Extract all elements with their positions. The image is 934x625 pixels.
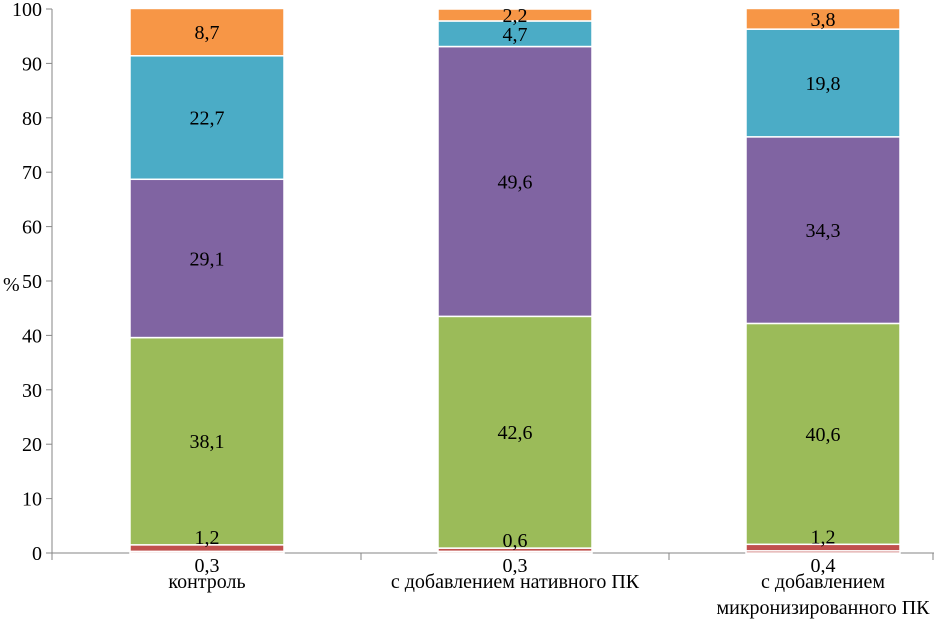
bar-segment bbox=[129, 7, 285, 57]
data-label: 29,1 bbox=[190, 248, 225, 270]
data-label: 40,6 bbox=[806, 424, 841, 446]
data-label: 0,6 bbox=[503, 530, 528, 552]
bar-segment bbox=[129, 178, 285, 339]
data-label: 38,1 bbox=[190, 431, 225, 453]
x-category-label: с добавлением bbox=[761, 571, 885, 593]
bar-segment bbox=[745, 7, 901, 30]
data-label: 0,3 bbox=[503, 555, 528, 577]
bar-segment bbox=[745, 322, 901, 546]
data-label: 0,3 bbox=[195, 555, 220, 577]
y-tick-label: 100 bbox=[12, 0, 42, 21]
data-label: 34,3 bbox=[806, 220, 841, 242]
bar-segment bbox=[129, 336, 285, 546]
data-label: 3,8 bbox=[811, 9, 836, 31]
data-label: 4,7 bbox=[503, 24, 528, 46]
bar-segment bbox=[745, 28, 901, 138]
data-label: 1,2 bbox=[811, 526, 836, 548]
data-label: 42,6 bbox=[498, 422, 533, 444]
data-label: 22,7 bbox=[190, 108, 225, 130]
bar-segment bbox=[437, 8, 593, 22]
data-label: 1,2 bbox=[195, 527, 220, 549]
x-category-label: с добавлением нативного ПК bbox=[391, 571, 640, 593]
x-category-label: контроль bbox=[168, 571, 245, 593]
data-label: 8,7 bbox=[195, 22, 220, 44]
y-tick-label: 70 bbox=[22, 162, 42, 184]
x-category-label: микронизированного ПК bbox=[716, 597, 930, 619]
data-label: 49,6 bbox=[498, 171, 533, 193]
bar-segment bbox=[437, 45, 593, 318]
bar-segment bbox=[745, 136, 901, 325]
y-tick-label: 60 bbox=[22, 217, 42, 239]
bar-segment bbox=[129, 55, 285, 181]
y-tick-label: 40 bbox=[22, 325, 42, 347]
y-tick-label: 0 bbox=[32, 543, 42, 565]
data-label: 2,2 bbox=[503, 5, 528, 27]
y-tick-label: 20 bbox=[22, 434, 42, 456]
y-tick-label: 80 bbox=[22, 108, 42, 130]
y-tick-label: 30 bbox=[22, 380, 42, 402]
y-axis-label: % bbox=[3, 274, 20, 296]
data-label: 19,8 bbox=[806, 73, 841, 95]
y-tick-label: 90 bbox=[22, 53, 42, 75]
y-tick-label: 50 bbox=[22, 271, 42, 293]
data-label: 0,4 bbox=[811, 555, 836, 577]
y-tick-label: 10 bbox=[22, 489, 42, 511]
